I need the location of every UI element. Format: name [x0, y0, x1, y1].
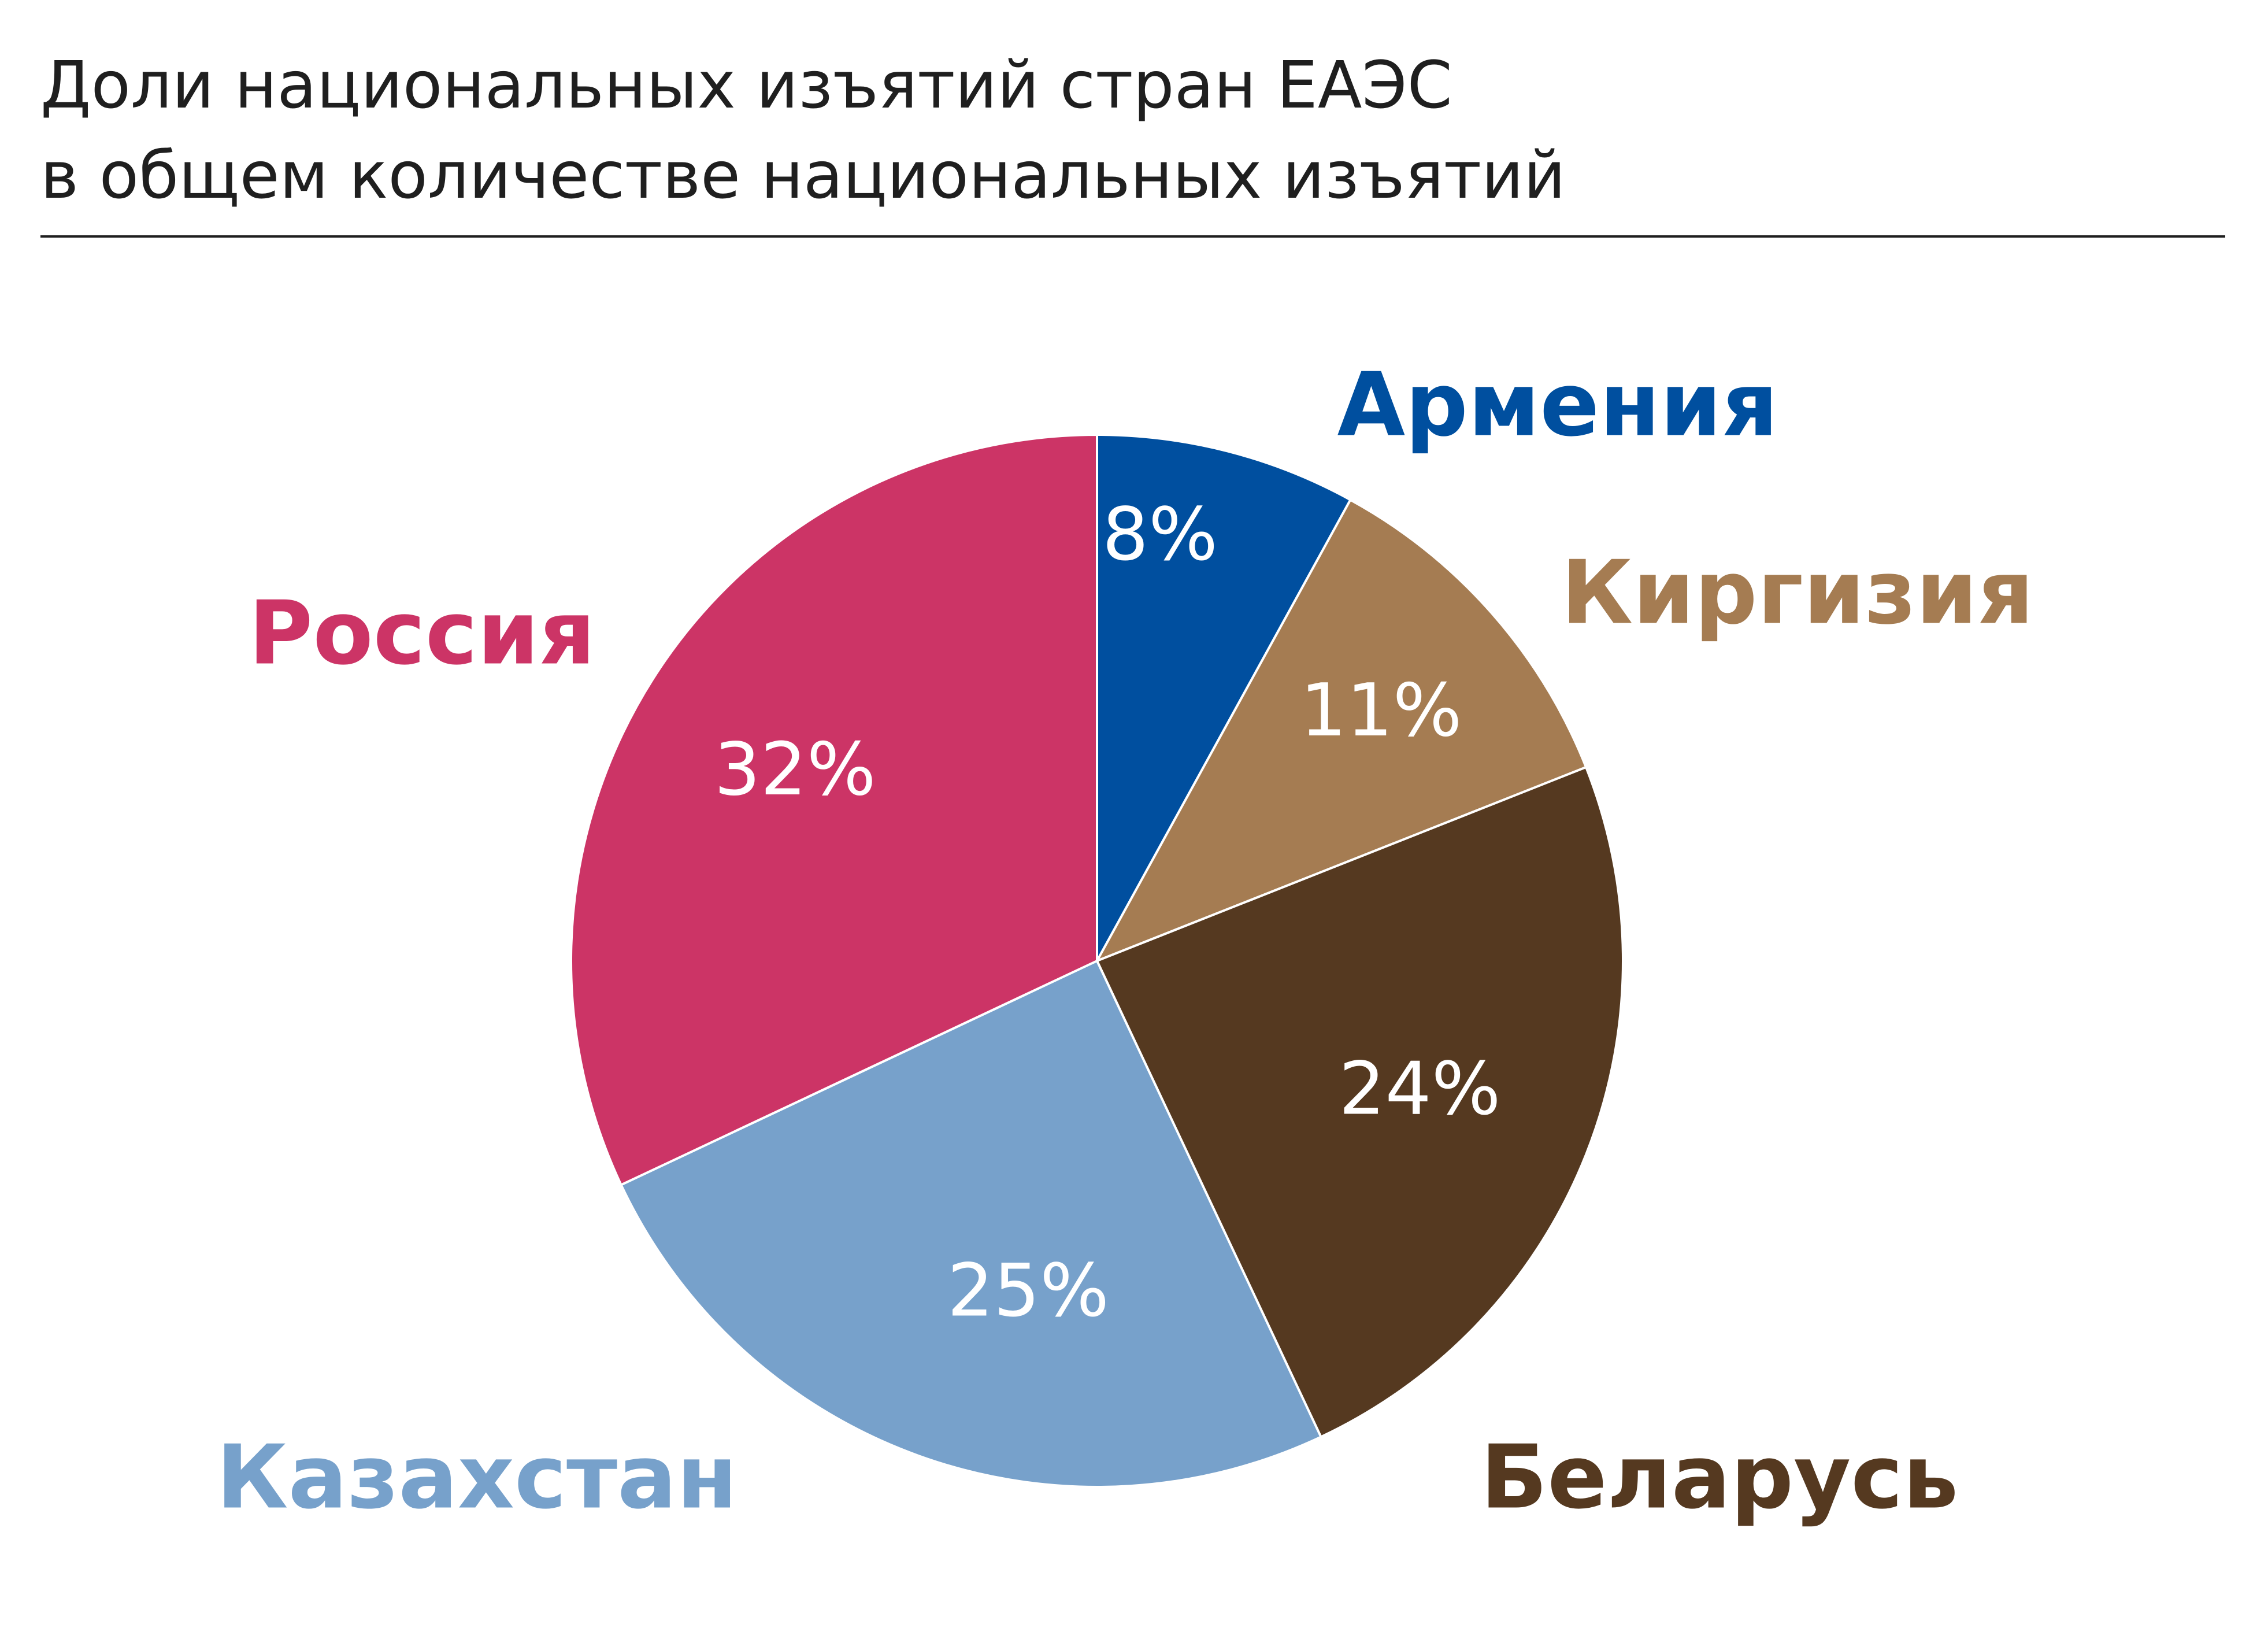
pie-slice	[1096, 766, 1624, 1438]
slice-value-label: 24%	[1339, 1046, 1500, 1131]
pie-slice	[1096, 434, 1352, 962]
slice-value-label: 11%	[1300, 668, 1462, 753]
slice-value-label: 32%	[714, 727, 876, 812]
pie-slice	[620, 960, 1322, 1488]
slice-country-label: Казахстан	[216, 1426, 738, 1529]
slice-value-label: 8%	[1102, 491, 1218, 576]
pie-slice	[1096, 498, 1588, 962]
slice-country-label: Россия	[249, 582, 595, 685]
slice-country-label: Беларусь	[1481, 1426, 1959, 1529]
chart-title-line-1: Доли национальных изъятий стран ЕАЭС	[40, 48, 1452, 123]
chart-title-line-2: в общем количестве национальных изъятий	[40, 138, 1566, 213]
slice-country-label: Киргизия	[1561, 542, 2034, 644]
title-divider	[40, 235, 2225, 238]
chart-title: Доли национальных изъятий стран ЕАЭС в о…	[40, 40, 2179, 221]
pie-slice	[570, 434, 1098, 1186]
slice-country-label: Армения	[1337, 354, 1778, 456]
slice-value-label: 25%	[947, 1248, 1109, 1333]
